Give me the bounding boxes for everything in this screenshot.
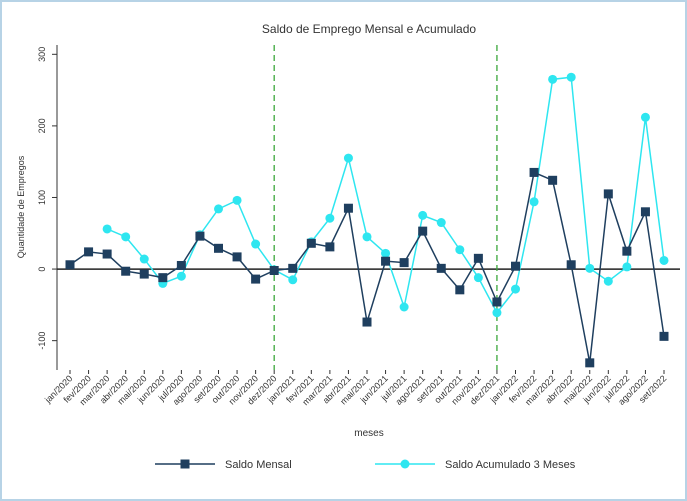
point	[492, 308, 502, 318]
point	[306, 238, 316, 248]
point	[529, 167, 539, 177]
point	[84, 247, 94, 257]
point	[65, 260, 75, 270]
legend-marker	[180, 459, 190, 469]
point	[566, 72, 576, 82]
legend-label: Saldo Acumulado 3 Meses	[445, 459, 576, 471]
legend-marker	[400, 459, 410, 469]
point	[473, 253, 483, 263]
point	[492, 297, 502, 307]
point	[288, 275, 298, 285]
point	[102, 249, 112, 259]
point	[381, 248, 391, 258]
point	[436, 263, 446, 273]
point	[622, 246, 632, 256]
point	[511, 261, 520, 271]
point	[325, 242, 335, 252]
point	[214, 204, 223, 214]
y-tick-label: 200	[37, 118, 47, 133]
point	[436, 218, 446, 228]
point	[399, 258, 409, 268]
point	[418, 210, 428, 220]
point	[158, 273, 168, 283]
point	[232, 252, 242, 262]
y-tick-label: -100	[37, 332, 47, 350]
y-tick-label: 0	[37, 267, 47, 272]
point	[176, 260, 186, 270]
point	[251, 239, 261, 249]
point	[455, 245, 465, 255]
point	[121, 232, 131, 242]
point	[362, 317, 372, 327]
point	[548, 175, 558, 185]
point	[585, 263, 595, 273]
point	[139, 254, 149, 264]
point	[603, 276, 613, 286]
point	[381, 256, 391, 266]
point	[102, 224, 112, 234]
point	[232, 195, 242, 205]
point	[325, 213, 335, 223]
point	[214, 243, 223, 253]
point	[566, 260, 576, 270]
point	[251, 274, 261, 284]
point	[529, 197, 539, 207]
point	[269, 265, 279, 275]
point	[659, 331, 669, 341]
point	[640, 207, 650, 217]
x-axis-label: meses	[354, 428, 383, 439]
point	[548, 74, 558, 84]
point	[455, 285, 465, 295]
point	[399, 302, 409, 312]
point	[139, 269, 149, 279]
point	[659, 255, 669, 265]
point	[640, 112, 650, 122]
legend-label: Saldo Mensal	[225, 459, 292, 471]
y-tick-label: 300	[37, 47, 47, 62]
y-axis-label: Quantidade de Empregos	[16, 155, 26, 258]
point	[603, 189, 613, 199]
y-tick-label: 100	[37, 190, 47, 205]
chart-title: Saldo de Emprego Mensal e Acumulado	[262, 22, 476, 36]
point	[176, 271, 186, 281]
point	[473, 273, 483, 283]
point	[622, 262, 632, 272]
point	[195, 231, 205, 241]
point	[585, 358, 595, 368]
point	[511, 284, 520, 294]
point	[288, 263, 298, 273]
point	[343, 153, 353, 163]
point	[121, 266, 131, 276]
point	[362, 232, 372, 242]
point	[343, 203, 353, 213]
point	[418, 226, 428, 236]
